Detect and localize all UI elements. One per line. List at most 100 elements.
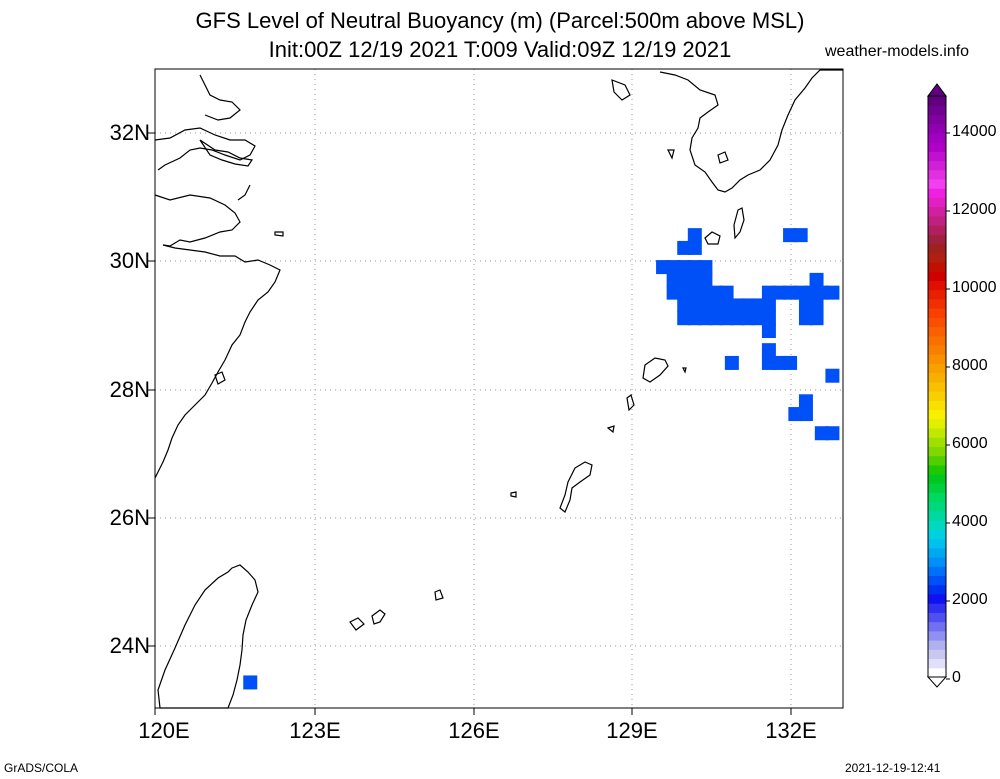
- colorbar-swatch: [928, 418, 946, 429]
- colorbar-swatch: [928, 262, 946, 272]
- colorbar-swatch: [928, 179, 946, 189]
- colorbar-swatch: [928, 474, 946, 484]
- colorbar-swatch: [928, 271, 946, 281]
- field-cell: [677, 285, 692, 300]
- footer-left: GrADS/COLA: [4, 761, 79, 775]
- colorbar-swatch: [928, 132, 946, 143]
- field-cell: [761, 355, 776, 370]
- colorbar-swatch: [928, 409, 946, 420]
- colorbar-swatch: [928, 298, 946, 309]
- colorbar-swatch: [928, 621, 946, 632]
- map-title-line2: Init:00Z 12/19 2021 T:009 Valid:09Z 12/1…: [268, 37, 732, 62]
- colorbar-swatch: [928, 160, 946, 171]
- ishigaki-island: [349, 617, 365, 631]
- colorbar-swatch: [928, 538, 946, 549]
- field-cell: [793, 285, 808, 300]
- field-cell: [798, 394, 813, 409]
- colorbar-swatch: [928, 483, 946, 494]
- buoyancy-field: [243, 228, 840, 690]
- field-cell: [761, 323, 776, 338]
- field-cell: [761, 298, 776, 313]
- field-cell: [687, 260, 702, 275]
- colorbar-swatch: [928, 520, 946, 530]
- site-label: weather-models.info: [825, 43, 970, 60]
- field-cell: [825, 285, 840, 300]
- amami-island: [642, 357, 669, 383]
- colorbar-swatch: [928, 354, 946, 364]
- colorbar-swatch: [928, 511, 946, 521]
- lat-label: 26N: [109, 505, 150, 530]
- yangtze-estuary: [199, 139, 254, 167]
- colorbar-label: 10000: [952, 279, 997, 296]
- field-cell: [783, 228, 798, 243]
- small-island: [274, 231, 284, 237]
- field-cell: [687, 311, 702, 326]
- colorbar-swatch: [928, 464, 946, 475]
- colorbar-swatch: [928, 326, 946, 337]
- colorbar-swatch: [928, 114, 946, 125]
- field-cell: [687, 298, 702, 313]
- map-title-line1: GFS Level of Neutral Buoyancy (m) (Parce…: [195, 8, 805, 33]
- field-cell: [751, 298, 766, 313]
- colorbar-swatch: [928, 105, 946, 115]
- field-cell: [677, 240, 692, 255]
- field-cell: [761, 311, 776, 326]
- field-cell: [740, 311, 755, 326]
- colorbar-swatch: [928, 308, 946, 318]
- field-cell: [677, 311, 692, 326]
- field-cell: [825, 426, 840, 441]
- field-cell: [724, 355, 739, 370]
- colorbar-swatch: [928, 566, 946, 577]
- colorbar-swatch: [928, 96, 946, 106]
- china-coast: [154, 244, 281, 479]
- field-cell: [677, 272, 692, 287]
- colorbar-swatch: [928, 289, 946, 300]
- colorbar: [926, 83, 950, 688]
- okinawa-island: [559, 461, 593, 513]
- small-island: [717, 151, 729, 164]
- china-coast-north: [237, 184, 251, 201]
- field-cell: [809, 311, 824, 326]
- field-cell: [719, 311, 734, 326]
- field-cell: [666, 260, 681, 275]
- colorbar-swatch: [928, 446, 946, 457]
- field-cell: [751, 311, 766, 326]
- field-cell: [730, 311, 745, 326]
- colorbar-swatch: [928, 455, 946, 466]
- colorbar-label: 2000: [952, 591, 988, 608]
- lat-label: 32N: [109, 120, 150, 145]
- field-cell: [687, 272, 702, 287]
- field-cell: [656, 260, 671, 275]
- colorbar-swatch: [928, 492, 946, 503]
- yakushima-island: [704, 231, 721, 245]
- field-cell: [719, 298, 734, 313]
- colorbar-swatch: [928, 612, 946, 623]
- field-cell: [804, 285, 819, 300]
- colorbar-label: 14000: [952, 123, 997, 140]
- colorbar-min-arrow: [926, 676, 948, 688]
- colorbar-swatch: [928, 529, 946, 540]
- axis-ticks: [148, 132, 792, 715]
- small-island: [214, 371, 226, 385]
- colorbar-swatch: [928, 603, 946, 613]
- field-cell: [798, 311, 813, 326]
- colorbar-swatch: [928, 188, 946, 198]
- china-coast: [154, 127, 256, 171]
- small-island: [682, 367, 687, 374]
- lon-label: 126E: [448, 718, 500, 743]
- colorbar-label: 0: [952, 669, 961, 686]
- kyushu-coast: [611, 79, 631, 101]
- field-cell: [677, 260, 692, 275]
- map-frame: [154, 68, 844, 709]
- colorbar-swatch: [928, 630, 946, 641]
- graticule: [155, 69, 843, 708]
- colorbar-swatch: [928, 667, 946, 678]
- coastlines: [154, 69, 843, 709]
- colorbar-swatch: [928, 584, 946, 595]
- colorbar-swatch: [928, 317, 946, 328]
- colorbar-swatch: [928, 501, 946, 512]
- lat-label: 30N: [109, 248, 150, 273]
- field-cell: [708, 298, 723, 313]
- colorbar-swatch: [928, 142, 946, 152]
- field-cell: [698, 311, 713, 326]
